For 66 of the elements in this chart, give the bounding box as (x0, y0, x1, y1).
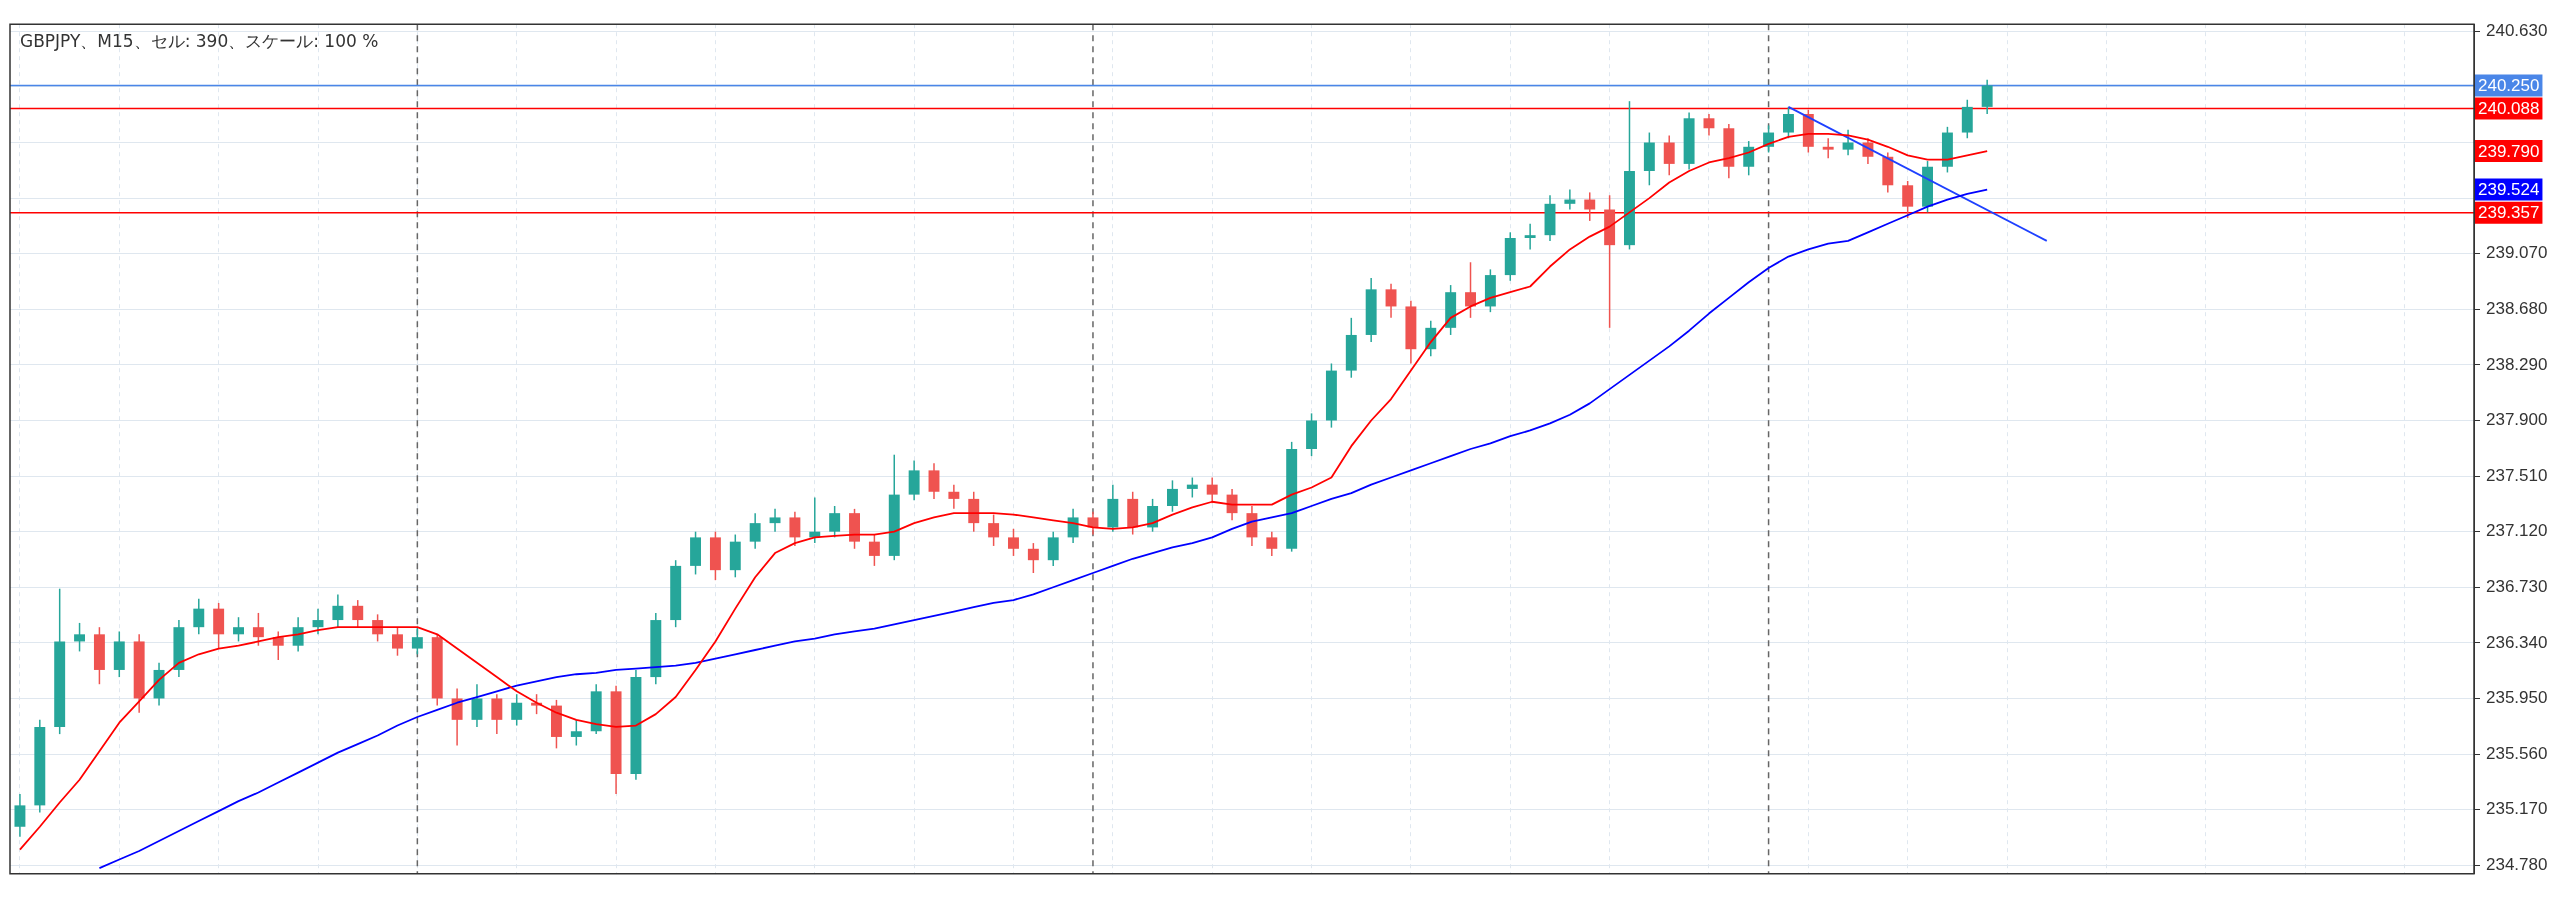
candlestick (570, 719, 582, 747)
candlestick (292, 616, 304, 653)
candlestick (1564, 188, 1576, 211)
candlestick (868, 533, 880, 567)
candlestick (272, 630, 284, 661)
candlestick (233, 616, 244, 643)
candlestick (491, 693, 503, 735)
candlestick (14, 793, 26, 838)
y-tick-label: 234.780 (2486, 854, 2548, 874)
candlestick (332, 593, 344, 628)
candlestick (749, 512, 761, 550)
candlestick (1782, 106, 1794, 139)
y-tick-label: 238.680 (2486, 298, 2548, 318)
candlestick (1465, 261, 1476, 319)
candlestick (1743, 140, 1755, 177)
candlestick (988, 513, 1000, 547)
text: 239.524 (2478, 180, 2540, 200)
candlestick (1663, 134, 1675, 177)
candlestick (392, 626, 403, 657)
candlestick (411, 626, 423, 656)
candlestick (1524, 223, 1536, 251)
y-tick-label: 239.070 (2486, 243, 2548, 263)
ref-line-label: 240.088 (2478, 99, 2540, 119)
candlestick (511, 693, 523, 727)
candlestick (1166, 479, 1178, 513)
candlestick (252, 612, 264, 647)
text: 239.790 (2478, 141, 2540, 161)
candlestick (312, 607, 324, 636)
candlestick (1822, 137, 1834, 159)
candlestick (789, 510, 801, 547)
candlestick (1226, 488, 1238, 522)
candlestick (948, 483, 960, 510)
candlestick (451, 687, 463, 747)
candlestick (471, 683, 483, 728)
y-tick-label: 236.730 (2486, 576, 2548, 596)
candlestick (1186, 476, 1198, 499)
candlestick (1584, 191, 1596, 222)
y-tick-label: 237.900 (2486, 410, 2548, 430)
ref-line-label: 239.357 (2478, 203, 2540, 223)
y-tick-label: 235.560 (2486, 743, 2548, 763)
y-tick-label: 236.340 (2486, 632, 2548, 652)
y-tick-label: 235.170 (2486, 799, 2548, 819)
candlestick (1703, 113, 1715, 137)
candlestick (1067, 508, 1079, 544)
candlestick (1147, 498, 1159, 533)
candlestick (352, 599, 364, 628)
y-tick-label: 237.510 (2486, 465, 2548, 485)
candlestick (1266, 530, 1278, 557)
candlestick (1981, 79, 1993, 115)
candlestick (74, 622, 86, 653)
ref-line-label: 240.250 (2478, 76, 2540, 96)
candlestick (769, 508, 781, 533)
y-tick-label: 240.630 (2486, 21, 2548, 41)
candlestick (1008, 528, 1019, 557)
chart-title: GBPJPY、M15、セル: 390、スケール: 100 % (20, 31, 379, 52)
candlestick (1206, 476, 1218, 504)
candlestick (928, 462, 940, 500)
candlestick (1047, 530, 1059, 567)
y-tick-label: 238.290 (2486, 354, 2548, 374)
candlestick (1842, 128, 1854, 157)
y-tick-label: 235.950 (2486, 688, 2548, 708)
candlestick (1385, 282, 1397, 319)
candlestick (193, 597, 205, 636)
candlestick (1902, 180, 1914, 219)
y-tick-label: 237.120 (2486, 521, 2548, 541)
candlestick (1027, 542, 1039, 574)
